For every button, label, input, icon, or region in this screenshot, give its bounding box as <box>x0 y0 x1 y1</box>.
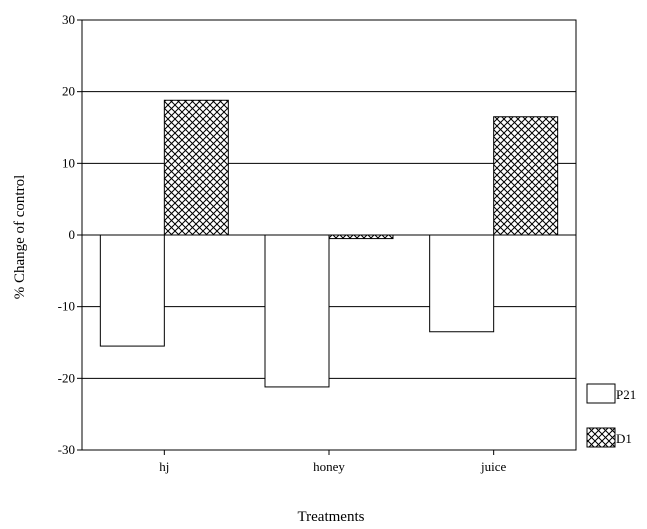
category-labels: hj honey juice <box>159 459 506 474</box>
y-tick-label: 20 <box>62 84 75 99</box>
y-tick-label: -20 <box>58 370 75 385</box>
x-tick-label: honey <box>313 459 345 474</box>
y-tick-label: 10 <box>62 155 75 170</box>
legend-swatch-d1 <box>586 427 616 448</box>
legend-swatch-p21 <box>586 383 616 404</box>
y-tick-label: -30 <box>58 442 75 457</box>
plot-frame <box>81 19 577 451</box>
y-tick-labels: -30 -20 -10 0 10 20 30 <box>58 12 75 457</box>
y-tick-label: 30 <box>62 12 75 27</box>
legend-label-d1: D1 <box>616 431 632 446</box>
bar-p21-honey <box>264 234 330 388</box>
legend-label-p21: P21 <box>616 387 636 402</box>
bar-d1-juice <box>493 116 559 236</box>
bar-d1-hj <box>163 99 229 236</box>
legend: P21 D1 <box>586 383 636 448</box>
x-tick-label: juice <box>480 459 506 474</box>
bars <box>99 99 559 388</box>
y-tick-label: 0 <box>69 227 76 242</box>
x-tick-label: hj <box>159 459 169 474</box>
y-axis-title: % Change of control <box>12 175 28 300</box>
x-axis-title: Treatments <box>298 509 365 524</box>
y-tick-label: -10 <box>58 299 75 314</box>
bar-p21-juice <box>429 234 495 333</box>
bar-d1-honey <box>328 234 394 240</box>
axes <box>77 19 577 455</box>
bar-p21-hj <box>99 234 165 347</box>
